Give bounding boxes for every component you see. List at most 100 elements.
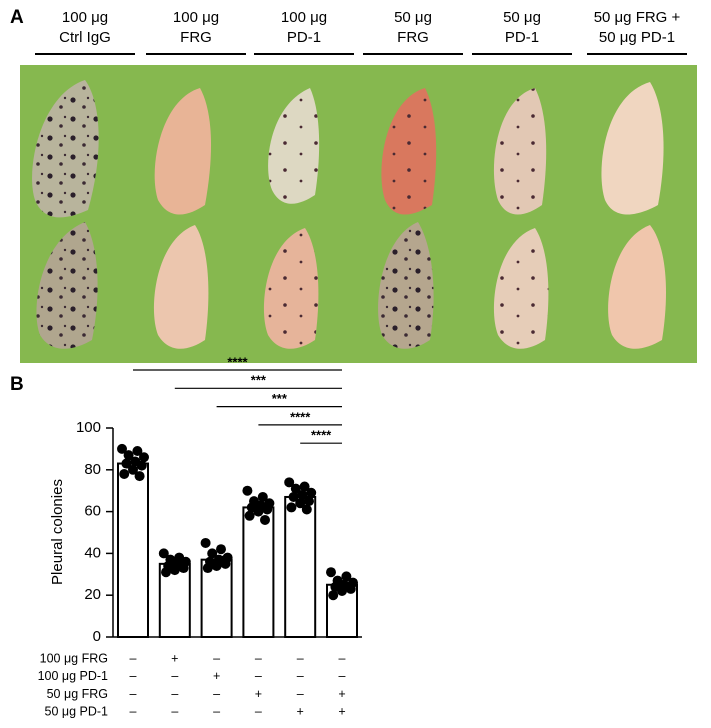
data-point xyxy=(121,458,132,469)
condition-mark: – xyxy=(339,651,346,665)
data-point xyxy=(341,571,352,582)
error-bar xyxy=(251,503,266,512)
significance-label: **** xyxy=(227,354,248,369)
condition-mark: – xyxy=(171,705,178,719)
error-bar xyxy=(126,458,140,469)
group-label: PD-1 xyxy=(505,29,539,46)
condition-mark: – xyxy=(130,687,137,701)
group-label: 100 μg xyxy=(173,9,219,26)
condition-mark: – xyxy=(297,669,304,683)
data-point xyxy=(139,452,149,463)
lung-spots xyxy=(36,222,98,349)
condition-mark: + xyxy=(338,705,345,719)
condition-mark: – xyxy=(297,687,304,701)
group-label: 50 μg FRG + xyxy=(594,9,681,26)
data-point xyxy=(136,460,147,471)
condition-mark: – xyxy=(171,687,178,701)
y-tick-label: 60 xyxy=(84,503,101,520)
lung-spots xyxy=(32,80,99,218)
significance-label: **** xyxy=(311,428,332,443)
group-headers: 100 μg Ctrl IgG 100 μg FRG 100 μg PD-1 50 μg FR… xyxy=(35,9,687,55)
condition-mark: – xyxy=(130,705,137,719)
data-point xyxy=(123,450,134,461)
lungs xyxy=(32,80,666,349)
lung xyxy=(601,82,664,215)
data-point xyxy=(299,481,310,492)
data-point xyxy=(337,586,347,597)
lung-spots xyxy=(493,88,547,215)
group-label: 50 μg xyxy=(394,9,432,26)
lung xyxy=(608,225,666,349)
photo xyxy=(20,65,697,363)
panel-label: A xyxy=(10,7,24,28)
condition-label: 100 μg FRG xyxy=(40,651,108,665)
condition-label: 50 μg PD-1 xyxy=(45,705,109,719)
group-label: Ctrl IgG xyxy=(59,29,111,46)
error-bar xyxy=(167,559,182,568)
data-point xyxy=(242,485,253,496)
condition-mark: + xyxy=(255,687,262,701)
y-tick-label: 80 xyxy=(84,461,101,478)
lung-spots xyxy=(381,88,437,215)
group-label: 50 μg PD-1 xyxy=(599,29,675,46)
condition-mark: – xyxy=(255,651,262,665)
error-bar xyxy=(209,555,224,564)
condition-mark: + xyxy=(213,669,220,683)
lung-spots xyxy=(493,228,549,349)
data-point xyxy=(216,544,226,555)
group-label: FRG xyxy=(397,29,429,46)
condition-mark: – xyxy=(297,651,304,665)
data-point xyxy=(286,502,297,513)
data-point xyxy=(306,487,317,498)
significance-label: **** xyxy=(290,409,311,424)
lung-spots xyxy=(268,88,320,204)
lung xyxy=(153,225,209,349)
significance-label: *** xyxy=(272,391,288,406)
condition-label: 50 μg FRG xyxy=(47,687,108,701)
data-point xyxy=(253,506,264,517)
lung xyxy=(154,88,212,215)
data-point xyxy=(220,558,231,569)
condition-mark: – xyxy=(171,669,178,683)
data-point xyxy=(132,445,143,456)
bar xyxy=(284,495,317,638)
error-bar xyxy=(293,493,308,501)
condition-mark: + xyxy=(338,687,345,701)
y-axis-label: Pleural colonies xyxy=(49,479,66,585)
condition-mark: – xyxy=(213,687,220,701)
data-point xyxy=(326,567,336,578)
data-point xyxy=(134,471,145,482)
lung-spots xyxy=(263,228,319,349)
condition-mark: + xyxy=(297,705,304,719)
bar xyxy=(242,506,275,639)
condition-mark: – xyxy=(339,669,346,683)
group-label: 100 μg xyxy=(62,9,108,26)
condition-mark: – xyxy=(213,705,220,719)
error-bar xyxy=(335,581,349,588)
condition-mark: – xyxy=(255,705,262,719)
condition-mark: – xyxy=(213,651,220,665)
condition-mark: – xyxy=(130,651,137,665)
group-label: 50 μg xyxy=(503,9,541,26)
data-point xyxy=(161,567,171,578)
data-point xyxy=(328,590,339,601)
data-point xyxy=(284,477,295,488)
photo-background xyxy=(20,65,697,363)
significance-label: *** xyxy=(251,373,267,388)
data-point xyxy=(260,514,270,525)
condition-mark: – xyxy=(255,669,262,683)
data-point xyxy=(345,583,356,594)
group-label: 100 μg xyxy=(281,9,327,26)
y-tick-label: 0 xyxy=(93,628,101,645)
data-point xyxy=(301,504,312,515)
data-point xyxy=(117,443,127,454)
lung-spots xyxy=(378,222,434,349)
data-point xyxy=(119,468,130,479)
group-label: PD-1 xyxy=(287,29,321,46)
data-point xyxy=(244,510,255,521)
y-tick-label: 100 xyxy=(76,419,101,436)
condition-mark: + xyxy=(171,651,178,665)
data-point xyxy=(178,563,189,574)
data-point xyxy=(290,483,301,494)
data-point xyxy=(158,548,169,559)
